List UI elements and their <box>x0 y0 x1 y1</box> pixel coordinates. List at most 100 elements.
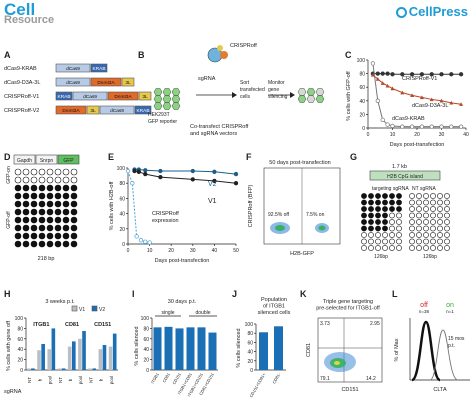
cpg-circle <box>430 193 436 199</box>
data-point <box>130 181 135 186</box>
x-tick-label: 10 <box>147 248 153 254</box>
data-point <box>233 181 239 186</box>
x-tick-label: 0 <box>367 132 370 138</box>
time-note: p.t. <box>448 343 455 349</box>
hist-off <box>410 320 442 382</box>
x-tick-label: 0 <box>127 248 130 254</box>
cpg-circle <box>409 199 415 206</box>
x-tick-label: CD151 <box>171 371 182 385</box>
data-point <box>449 72 454 77</box>
on-label: on <box>446 302 454 309</box>
data-point <box>449 100 454 105</box>
cpg-circle <box>396 238 402 245</box>
x-tick-label: pool <box>78 376 83 385</box>
cpg-circle <box>430 225 436 232</box>
x-axis-label: Days post-transfection <box>155 258 210 264</box>
cell-hex <box>162 102 172 110</box>
cpg-circle <box>62 192 70 200</box>
data-point <box>429 72 434 77</box>
caption: and sgRNA vectors <box>190 131 237 137</box>
bar <box>61 368 66 370</box>
data-point <box>212 169 217 174</box>
data-point <box>190 177 195 182</box>
series-line <box>372 74 462 105</box>
cpg-circle <box>46 224 54 232</box>
cpg-circle <box>54 216 62 224</box>
domain-label: dCas9 <box>83 94 97 100</box>
data-point <box>419 124 425 129</box>
cpg-circle <box>430 199 436 206</box>
x-tick-label: b <box>37 378 42 381</box>
label-right: NT sgRNA <box>412 186 436 192</box>
domain-block <box>134 105 152 115</box>
cell-hex <box>153 102 163 110</box>
legend-label: V2 <box>99 307 105 313</box>
cpg-circle <box>437 232 443 238</box>
cpg-circle <box>30 240 38 248</box>
y-tick-label: 20 <box>247 359 253 365</box>
cpg-circle <box>30 192 38 200</box>
on-n: n=1 <box>446 309 454 314</box>
cpg-circle <box>375 225 381 232</box>
panel-title: 3 weeks p.t. <box>45 299 75 305</box>
bar <box>208 332 217 370</box>
y-tick-label: 60 <box>17 337 23 343</box>
cpg-circle <box>361 219 367 225</box>
cpg-circle <box>382 193 388 199</box>
cpg-circle <box>14 200 22 208</box>
cell-hex <box>153 88 163 96</box>
data-point <box>158 174 163 180</box>
cpg-circle <box>62 216 70 224</box>
density-core <box>275 225 285 231</box>
cpg-circle <box>409 212 415 219</box>
series-line <box>134 169 237 175</box>
domain-label: 3L <box>125 80 131 86</box>
cpg-circle <box>70 200 78 208</box>
bar <box>88 368 92 370</box>
bar <box>164 326 173 370</box>
domain-block <box>121 77 135 87</box>
panel-letter: E <box>108 152 114 162</box>
data-point <box>429 124 434 129</box>
cpg-circle <box>382 212 388 219</box>
quad-ur: 2.95 <box>370 321 380 327</box>
ylabel-top: GFP-on <box>6 166 12 184</box>
gene-label: Gapdh <box>17 158 32 164</box>
y-tick-label: 0 <box>20 368 23 374</box>
bar <box>108 346 113 370</box>
x-tick-label: NT <box>58 377 63 383</box>
cpg-circle <box>444 193 450 199</box>
group-label: double <box>195 310 210 316</box>
cpg-circle <box>437 238 443 245</box>
construct-name: CRISPRoff-V1 <box>4 94 39 100</box>
y-tick-label: 20 <box>119 227 125 233</box>
data-point <box>439 98 444 103</box>
x-axis-label: CLTA <box>433 387 447 393</box>
series-label: dCas9-D3A-3L <box>412 103 448 109</box>
panel-letter: K <box>300 289 307 299</box>
x-tick-label: 40 <box>463 132 469 138</box>
cpg-circle <box>70 168 78 176</box>
cpg-circle <box>368 206 374 212</box>
cpg-circle <box>22 216 30 224</box>
y-tick-label: 100 <box>245 322 254 328</box>
cpg-circle <box>46 184 54 192</box>
cpg-circle <box>361 206 367 212</box>
cpg-circle <box>30 208 38 216</box>
data-point <box>147 240 152 245</box>
y-tick-label: 80 <box>119 181 125 187</box>
cpg-circle <box>396 219 402 225</box>
x-prefix: sgRNA <box>4 389 22 395</box>
bar <box>27 368 31 370</box>
cpg-circle <box>375 206 381 212</box>
cpg-circle <box>389 193 395 199</box>
cpg-circle <box>430 206 436 212</box>
cpg-circle <box>361 232 367 238</box>
cpg-circle <box>375 238 381 245</box>
x-tick-label: 10 <box>390 132 396 138</box>
domain-label: Dnmt3A <box>114 94 132 100</box>
cpg-circle <box>416 212 422 219</box>
y-tick-label: 20 <box>143 358 149 364</box>
cpg-circle <box>46 192 54 200</box>
bp-right: 126bp <box>423 254 437 260</box>
